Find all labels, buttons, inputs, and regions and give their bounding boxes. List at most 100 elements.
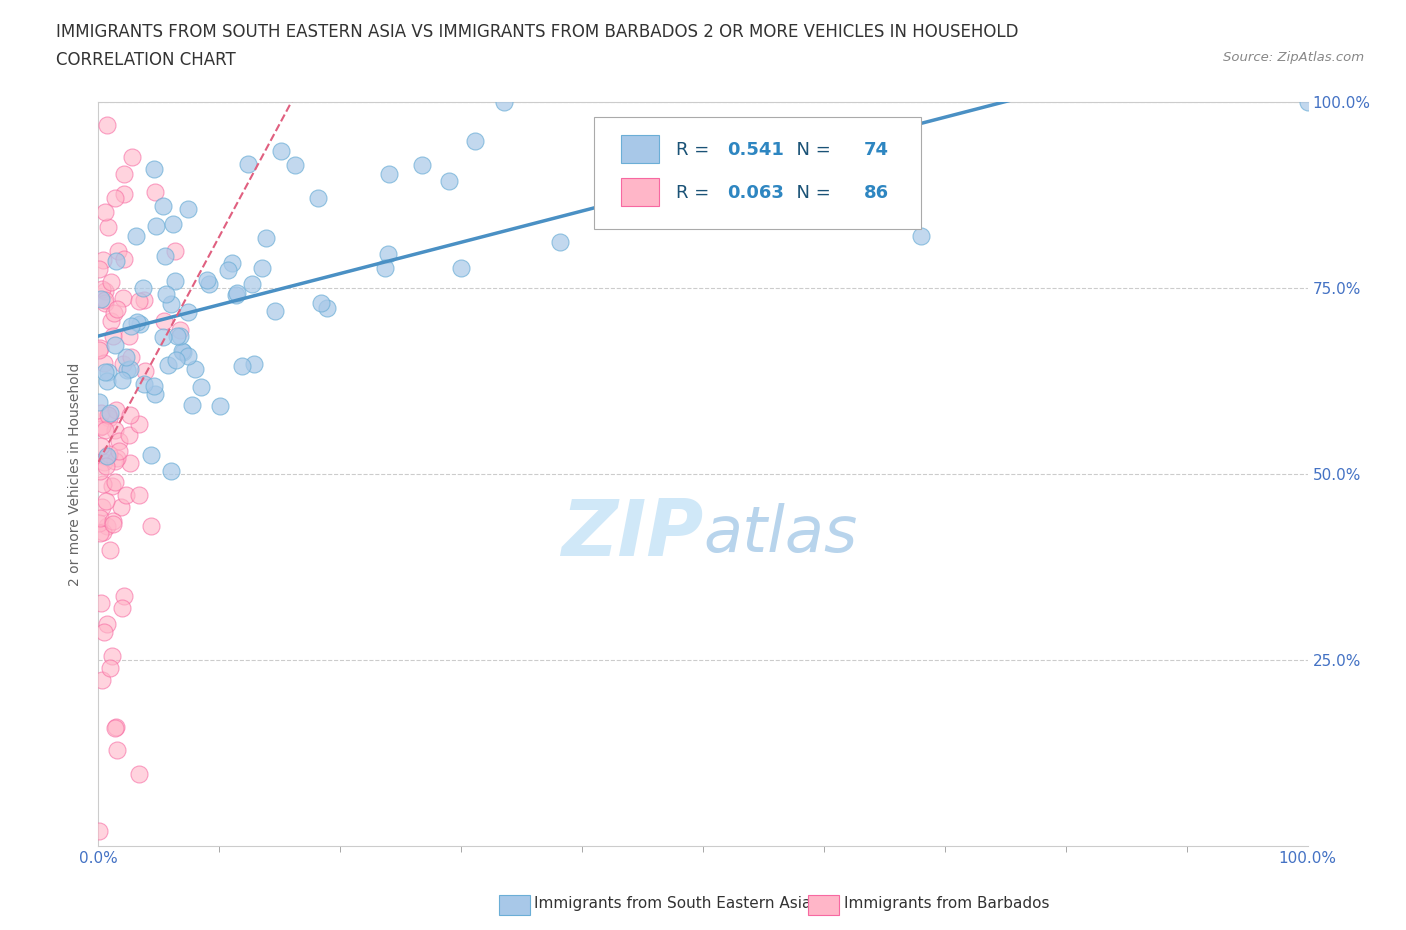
Point <box>128 766 150 781</box>
Point <box>145 219 167 233</box>
Point <box>120 318 142 333</box>
Point <box>183 362 205 377</box>
Point <box>101 329 124 344</box>
Point <box>450 260 472 275</box>
Point <box>141 519 163 534</box>
Point <box>1296 95 1319 110</box>
Point <box>112 251 135 266</box>
Point <box>128 293 150 308</box>
Point <box>115 350 138 365</box>
Point <box>104 474 127 489</box>
Point <box>910 229 932 244</box>
Point <box>90 282 112 297</box>
Point <box>94 365 117 379</box>
Point <box>374 260 396 275</box>
Point <box>377 246 399 261</box>
Point <box>96 374 118 389</box>
Point <box>128 316 150 331</box>
Point <box>89 525 111 540</box>
Point <box>94 284 117 299</box>
Point <box>195 272 218 287</box>
FancyBboxPatch shape <box>595 117 921 229</box>
Point <box>89 515 111 530</box>
Point <box>160 464 183 479</box>
Point <box>217 262 239 277</box>
Point <box>107 244 129 259</box>
Point <box>89 341 111 356</box>
Point <box>315 300 337 315</box>
Point <box>264 304 287 319</box>
Point <box>112 290 135 305</box>
Point <box>104 454 127 469</box>
Point <box>96 617 118 631</box>
Point <box>98 660 121 675</box>
Point <box>548 234 571 249</box>
Point <box>98 405 121 420</box>
Point <box>177 349 200 364</box>
Point <box>125 229 148 244</box>
Point <box>103 305 125 320</box>
Point <box>93 205 115 219</box>
Point <box>111 357 134 372</box>
Point <box>103 517 125 532</box>
Point <box>111 372 134 387</box>
Point <box>155 286 177 301</box>
Point <box>94 458 117 473</box>
Point <box>90 406 112 421</box>
Point <box>104 338 127 352</box>
Point <box>143 379 166 393</box>
Point <box>378 167 401 182</box>
Text: N =: N = <box>785 184 837 202</box>
Point <box>105 403 128 418</box>
Point <box>132 377 155 392</box>
Point <box>103 513 125 528</box>
Point <box>143 387 166 402</box>
Point <box>226 286 249 300</box>
Point <box>89 342 111 357</box>
Point <box>91 477 114 492</box>
Point <box>93 455 115 470</box>
Point <box>492 95 515 110</box>
Point <box>100 275 122 290</box>
Bar <box>621 135 659 164</box>
Point <box>91 418 114 433</box>
Point <box>94 494 117 509</box>
Point <box>162 217 184 232</box>
Text: Immigrants from South Eastern Asia: Immigrants from South Eastern Asia <box>534 897 811 911</box>
Point <box>97 219 120 234</box>
Point <box>90 291 112 306</box>
Y-axis label: 2 or more Vehicles in Household: 2 or more Vehicles in Household <box>69 363 83 586</box>
Point <box>121 150 143 165</box>
Point <box>128 488 150 503</box>
Point <box>104 422 127 437</box>
Point <box>108 444 131 458</box>
Point <box>94 293 117 308</box>
Point <box>120 350 142 365</box>
Point <box>91 672 114 687</box>
Point <box>93 296 115 311</box>
Point <box>177 305 200 320</box>
Point <box>236 156 259 171</box>
Point <box>250 261 273 276</box>
Point <box>105 719 128 734</box>
Point <box>153 313 176 328</box>
Point <box>110 500 132 515</box>
Text: CORRELATION CHART: CORRELATION CHART <box>56 51 236 69</box>
Point <box>96 449 118 464</box>
Point <box>90 439 112 454</box>
Point <box>190 379 212 394</box>
Point <box>464 134 486 149</box>
Text: ZIP: ZIP <box>561 496 703 572</box>
Point <box>307 191 329 206</box>
Text: 86: 86 <box>863 184 889 202</box>
Point <box>105 742 128 757</box>
Point <box>104 191 127 206</box>
Point <box>97 407 120 422</box>
Point <box>172 343 194 358</box>
Point <box>91 525 114 539</box>
Point <box>172 345 194 360</box>
Point <box>254 231 277 246</box>
Point <box>97 365 120 379</box>
Point <box>134 364 156 379</box>
Point <box>153 249 176 264</box>
